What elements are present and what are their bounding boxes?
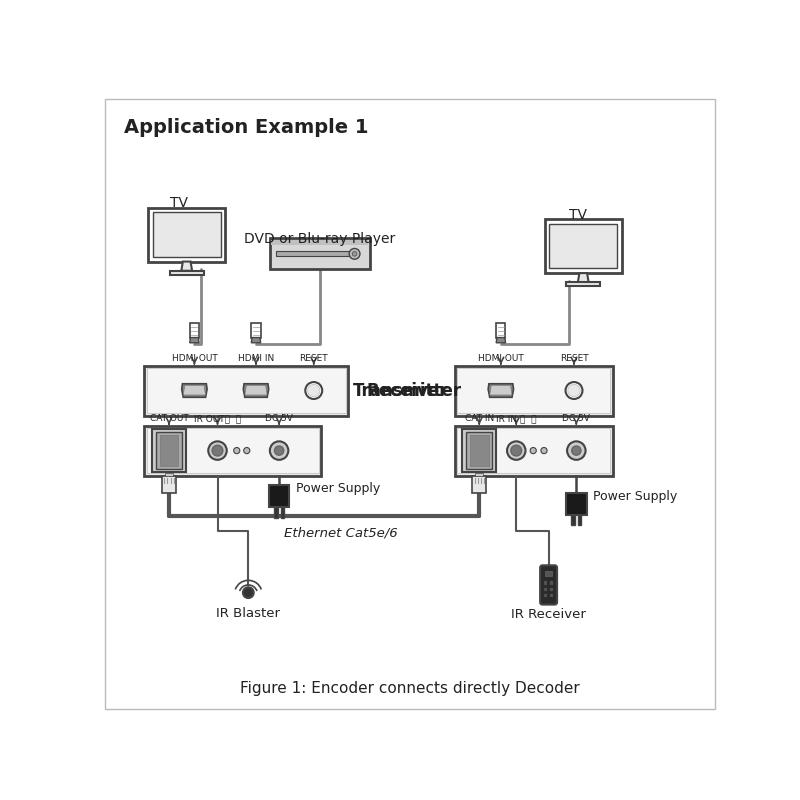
- Text: HDMI IN: HDMI IN: [238, 354, 274, 363]
- Bar: [550, 224, 617, 269]
- Text: TV: TV: [570, 208, 587, 222]
- Bar: [190, 323, 199, 338]
- Polygon shape: [183, 386, 206, 395]
- Bar: [550, 582, 554, 585]
- Bar: [165, 474, 173, 476]
- Text: IR Receiver: IR Receiver: [511, 608, 586, 621]
- Text: RESET: RESET: [560, 354, 588, 363]
- Bar: [170, 270, 204, 274]
- Polygon shape: [182, 262, 192, 270]
- Text: CAT OUT: CAT OUT: [150, 414, 188, 423]
- Polygon shape: [251, 338, 261, 342]
- Bar: [544, 588, 547, 590]
- Circle shape: [568, 384, 580, 397]
- Text: TV: TV: [170, 196, 188, 210]
- Circle shape: [530, 447, 536, 454]
- Circle shape: [541, 447, 547, 454]
- Bar: [162, 476, 176, 493]
- Circle shape: [244, 447, 250, 454]
- Text: HDMI OUT: HDMI OUT: [478, 354, 524, 363]
- Circle shape: [349, 249, 360, 259]
- Bar: [457, 368, 610, 414]
- Circle shape: [306, 382, 322, 399]
- Bar: [160, 435, 178, 466]
- Bar: [544, 582, 547, 585]
- Bar: [566, 493, 586, 515]
- Text: CAT IN: CAT IN: [465, 414, 494, 423]
- Bar: [152, 430, 186, 472]
- Bar: [544, 594, 547, 597]
- Circle shape: [270, 442, 288, 460]
- Bar: [276, 250, 353, 256]
- Circle shape: [307, 384, 320, 397]
- Text: IR OUTⓘ  ⏻: IR OUTⓘ ⏻: [194, 414, 241, 423]
- Bar: [148, 208, 226, 262]
- Polygon shape: [488, 384, 514, 398]
- Circle shape: [212, 445, 223, 456]
- Bar: [153, 212, 221, 257]
- Circle shape: [572, 446, 581, 455]
- Bar: [454, 366, 613, 415]
- Text: DC 5V: DC 5V: [265, 414, 293, 423]
- Bar: [251, 323, 261, 338]
- Bar: [550, 594, 554, 597]
- Text: Power Supply: Power Supply: [296, 482, 380, 495]
- Circle shape: [567, 442, 586, 460]
- Text: IR IN ⓘ  ⏻: IR IN ⓘ ⏻: [496, 414, 537, 423]
- Polygon shape: [578, 273, 589, 282]
- Polygon shape: [243, 384, 269, 398]
- Bar: [470, 435, 489, 466]
- Bar: [545, 570, 553, 576]
- Bar: [578, 515, 582, 526]
- Polygon shape: [182, 384, 207, 398]
- Bar: [144, 426, 322, 476]
- Bar: [271, 240, 369, 245]
- Text: Figure 1: Encoder connects directly Decoder: Figure 1: Encoder connects directly Deco…: [240, 682, 580, 696]
- Text: Power Supply: Power Supply: [594, 490, 678, 503]
- Polygon shape: [496, 338, 506, 342]
- Bar: [144, 366, 349, 415]
- Bar: [274, 507, 278, 518]
- Polygon shape: [190, 338, 199, 342]
- Circle shape: [274, 446, 284, 455]
- Bar: [466, 433, 492, 469]
- Circle shape: [243, 587, 254, 598]
- Text: HDMI OUT: HDMI OUT: [171, 354, 218, 363]
- Polygon shape: [245, 386, 267, 395]
- Bar: [457, 428, 610, 474]
- Text: Receiver: Receiver: [367, 382, 449, 399]
- Circle shape: [352, 251, 357, 256]
- Bar: [496, 323, 506, 338]
- Text: Application Example 1: Application Example 1: [123, 118, 368, 137]
- Bar: [270, 238, 370, 270]
- Bar: [462, 430, 496, 472]
- Circle shape: [507, 442, 526, 460]
- Text: DVD or Blu-ray Player: DVD or Blu-ray Player: [244, 232, 395, 246]
- Text: Transmitter: Transmitter: [353, 382, 462, 399]
- Bar: [545, 219, 622, 273]
- Bar: [571, 515, 575, 526]
- Bar: [472, 476, 486, 493]
- Bar: [566, 282, 600, 286]
- Text: IR Blaster: IR Blaster: [216, 606, 280, 619]
- Text: DC 5V: DC 5V: [562, 414, 590, 423]
- Circle shape: [511, 445, 522, 456]
- Bar: [156, 433, 182, 469]
- Bar: [475, 474, 483, 476]
- Circle shape: [234, 447, 240, 454]
- Text: RESET: RESET: [299, 354, 328, 363]
- Bar: [454, 426, 613, 476]
- Bar: [550, 588, 554, 590]
- Bar: [146, 428, 319, 474]
- Polygon shape: [490, 386, 512, 395]
- Bar: [146, 368, 346, 414]
- FancyBboxPatch shape: [540, 566, 557, 605]
- Text: Ethernet Cat5e/6: Ethernet Cat5e/6: [284, 526, 398, 539]
- Circle shape: [566, 382, 582, 399]
- Circle shape: [208, 442, 226, 460]
- Bar: [281, 507, 284, 518]
- Bar: [269, 486, 290, 507]
